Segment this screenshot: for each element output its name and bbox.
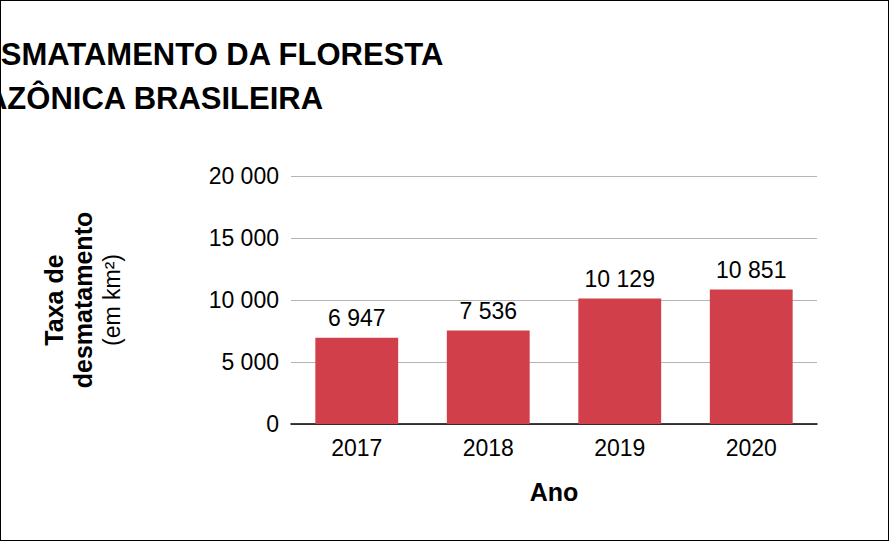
svg-text:0: 0	[266, 411, 279, 437]
svg-text:15 000: 15 000	[209, 225, 279, 251]
svg-text:5 000: 5 000	[221, 349, 279, 375]
svg-text:Taxa de: Taxa de	[40, 254, 68, 345]
svg-text:2018: 2018	[463, 435, 514, 461]
svg-text:2017: 2017	[331, 435, 382, 461]
svg-text:10 129: 10 129	[585, 266, 655, 292]
svg-text:2019: 2019	[594, 435, 645, 461]
svg-text:TAXA DE DESMATAMENTO DA FLORES: TAXA DE DESMATAMENTO DA FLORESTA	[1, 37, 443, 72]
svg-text:(em km²): (em km²)	[99, 254, 125, 346]
svg-text:10 000: 10 000	[209, 287, 279, 313]
svg-text:7 536: 7 536	[459, 298, 517, 324]
svg-text:AMAZÔNICA BRASILEIRA: AMAZÔNICA BRASILEIRA	[1, 80, 323, 116]
svg-text:10 851: 10 851	[716, 257, 786, 283]
svg-text:20 000: 20 000	[209, 163, 279, 189]
svg-text:Ano: Ano	[530, 478, 579, 506]
svg-text:desmatamento: desmatamento	[69, 212, 97, 388]
svg-text:6 947: 6 947	[328, 305, 386, 331]
svg-text:2020: 2020	[726, 435, 777, 461]
